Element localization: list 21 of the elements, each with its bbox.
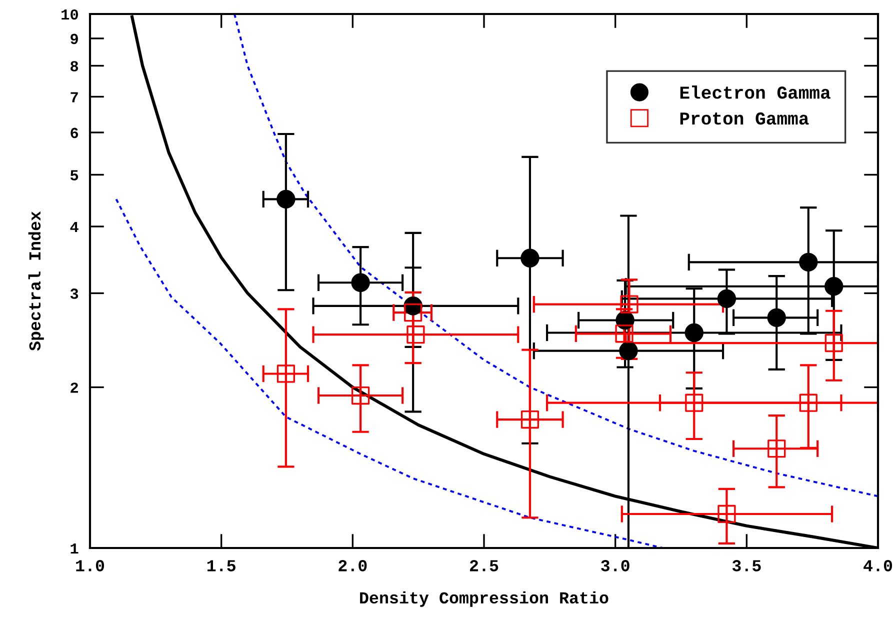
- x-tick-label: 3.0: [601, 560, 630, 572]
- y-axis-title: Spectral Index: [28, 211, 44, 351]
- x-tick-label: 3.5: [732, 560, 761, 572]
- x-tick-label: 1.0: [76, 560, 104, 572]
- y-tick-label: 4: [70, 222, 78, 232]
- legend-label: Electron Gamma: [680, 86, 830, 99]
- x-tick-label: 1.5: [207, 560, 236, 572]
- y-tick-label: 8: [70, 61, 78, 72]
- y-tick-label: 3: [70, 288, 78, 299]
- y-tick-label: 5: [70, 170, 78, 180]
- y-tick-label: 7: [70, 92, 78, 102]
- y-tick-label: 6: [70, 128, 78, 138]
- y-tick-label: 1: [70, 543, 78, 554]
- y-tick-label: 2: [70, 382, 78, 393]
- x-tick-label: 4.0: [864, 560, 892, 572]
- legend-label: Proton Gamma: [680, 112, 809, 125]
- y-tick-label: 10: [62, 9, 78, 20]
- x-tick-label: 2.0: [338, 560, 367, 572]
- y-tick-label: 9: [70, 34, 78, 44]
- x-axis-title: Density Compression Ratio: [360, 591, 608, 607]
- x-tick-label: 2.5: [470, 560, 498, 572]
